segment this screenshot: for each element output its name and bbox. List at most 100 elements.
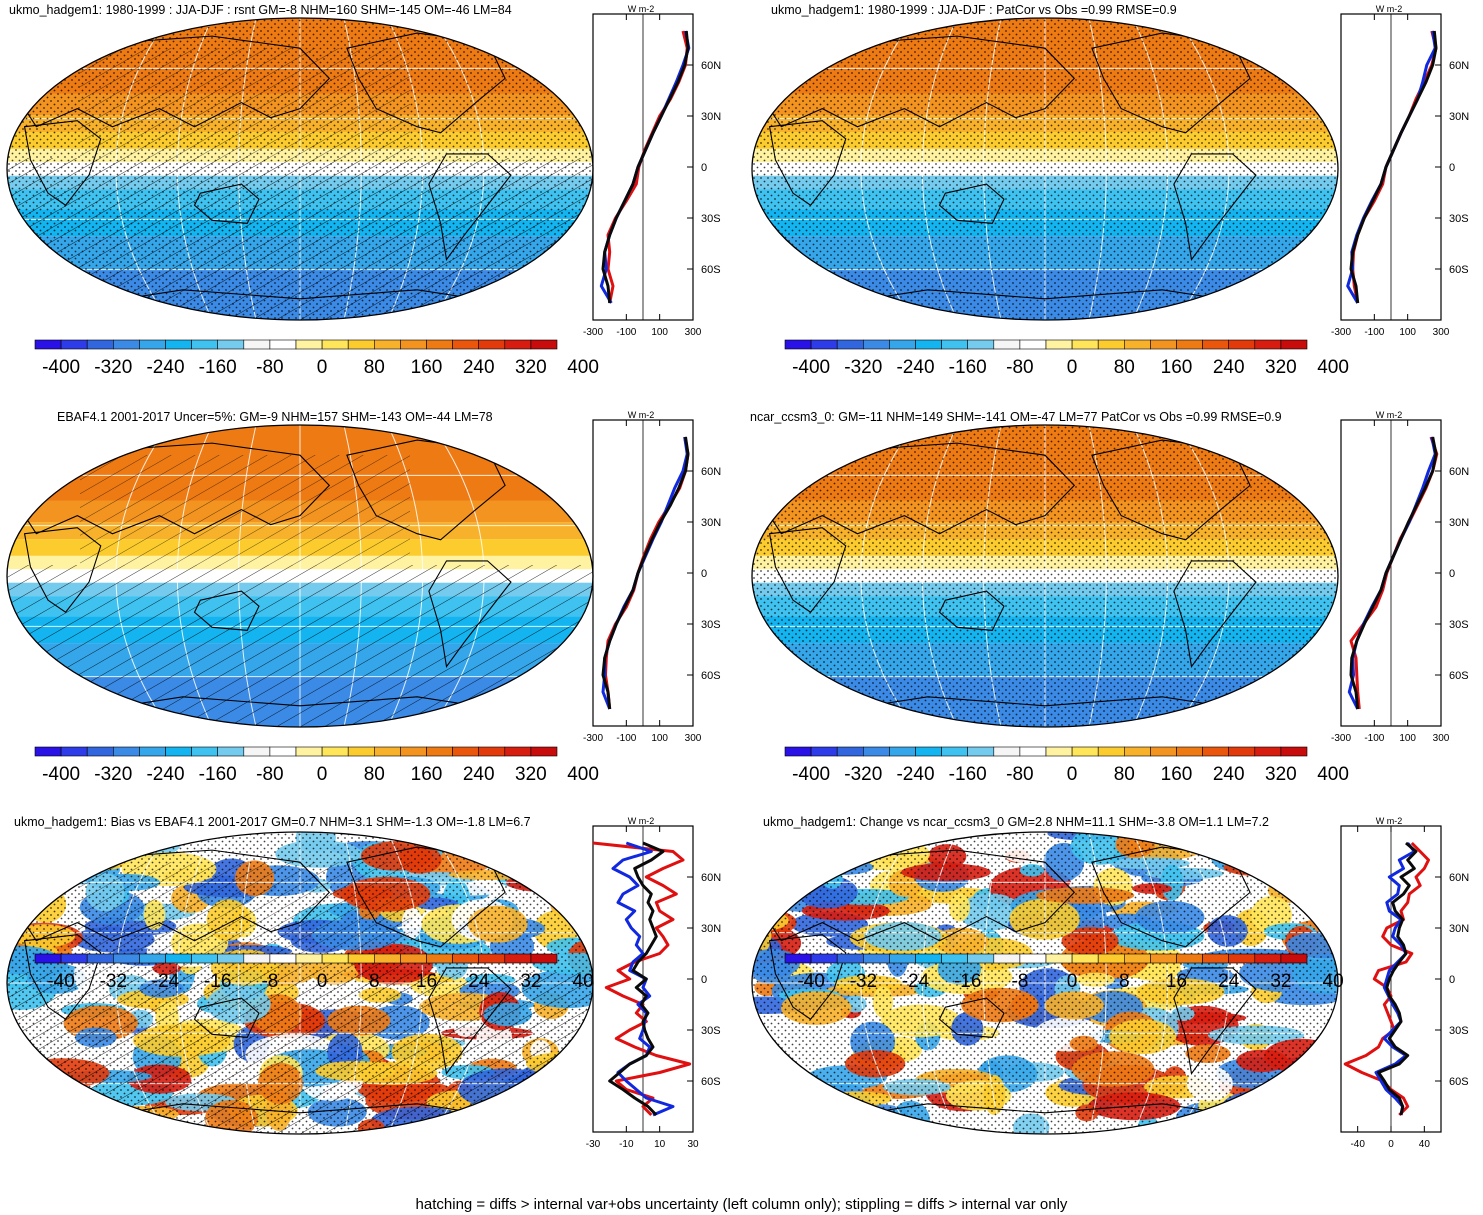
profile-x-label: -10	[619, 1139, 634, 1150]
colorbar-box	[347, 746, 375, 757]
colorbar-label: 0	[317, 764, 328, 785]
continent-outline	[65, 696, 535, 716]
map-anomaly	[7, 846, 78, 869]
colorbar-box	[1123, 339, 1151, 350]
colorbar-box	[86, 339, 114, 350]
profile-x-label: -100	[616, 733, 636, 744]
profile-y-label: 30N	[701, 111, 721, 123]
footnote: hatching = diffs > internal var+obs unce…	[415, 1196, 1068, 1213]
map-border	[751, 17, 1339, 321]
profile-x-label: 100	[1399, 327, 1416, 338]
colorbar-label: 320	[1265, 357, 1297, 378]
map-anomaly	[1228, 1095, 1275, 1117]
continent-outline	[810, 696, 1280, 716]
map-anomaly	[1273, 849, 1300, 887]
colorbar-label: 160	[411, 764, 443, 785]
map-anomaly	[7, 1050, 25, 1088]
colorbar-label: 16	[416, 971, 437, 992]
colorbar-bottom-left: -40 -32 -24 -16 -8 0 8 16 24 32 40	[34, 953, 594, 992]
profile-y-label: 30S	[701, 619, 721, 631]
colorbar-box	[217, 339, 245, 350]
colorbar-label: -8	[1011, 971, 1028, 992]
colorbar-box	[1019, 953, 1047, 964]
colorbar-box	[217, 746, 245, 757]
colorbar-box	[941, 339, 969, 350]
colorbar-box	[139, 953, 166, 964]
profile-y-label: 60S	[1449, 670, 1469, 682]
profile-x-label: -300	[583, 733, 603, 744]
continent-outline	[23, 849, 331, 942]
colorbar-box	[889, 746, 916, 757]
profile-y-label: 0	[701, 162, 707, 174]
map-field	[7, 425, 593, 727]
zonal-profile-top-left: W m-2 -300 -100 100 300 60N 30N 0 30S 60S	[583, 4, 721, 338]
map-anomaly	[16, 849, 66, 861]
colorbar-label: 0	[1067, 764, 1078, 785]
colorbar-label: -32	[850, 971, 877, 992]
colorbar-label: 80	[364, 764, 385, 785]
hatching-overlay	[80, 48, 410, 158]
colorbar-label: 0	[1067, 357, 1078, 378]
colorbar-box	[426, 339, 453, 350]
colorbar-box	[478, 953, 506, 964]
profile-y-label: 60N	[701, 466, 721, 478]
colorbar-box	[1150, 746, 1177, 757]
colorbar-box	[452, 339, 480, 350]
continent-outline	[428, 560, 512, 668]
colorbar-box	[889, 339, 916, 350]
profile-line-blue	[601, 436, 689, 710]
colorbar-box	[1123, 953, 1151, 964]
profile-x-label: -300	[1331, 733, 1351, 744]
colorbar-label: -320	[94, 764, 132, 785]
hatching-overlay	[80, 862, 410, 972]
colorbar-label: -160	[199, 764, 237, 785]
panel-title-bottom-right: ukmo_hadgem1: Change vs ncar_ccsm3_0 GM=…	[763, 815, 1269, 829]
colorbar-box	[1045, 746, 1073, 757]
profile-x-label: 100	[651, 733, 668, 744]
map-anomaly	[7, 862, 62, 903]
colorbar-label: -320	[844, 357, 882, 378]
colorbar-box	[1254, 953, 1282, 964]
profile-y-label: 60N	[1449, 872, 1469, 884]
colorbar-label: 320	[1265, 764, 1297, 785]
profile-line-blue	[599, 30, 691, 304]
map-anomaly	[480, 1105, 529, 1134]
colorbar-box	[191, 339, 219, 350]
profile-x-label: -100	[1364, 327, 1384, 338]
colorbar-box	[1071, 746, 1099, 757]
colorbar-box	[321, 953, 349, 964]
continent-outline	[193, 997, 260, 1038]
colorbar-box	[1228, 953, 1256, 964]
colorbar-box	[165, 953, 192, 964]
colorbar-label: -400	[792, 764, 830, 785]
profile-y-label: 30S	[1449, 619, 1469, 631]
continent-outline	[193, 590, 260, 631]
colorbar-box	[1280, 746, 1308, 757]
continent-outline	[428, 153, 512, 261]
zonal-profile-bottom-left: W m-2 -30 -10 10 30 60N 30N 0 30S 60S	[586, 816, 721, 1150]
colorbar-box	[1254, 339, 1282, 350]
profile-y-label: 30N	[1449, 923, 1469, 935]
colorbar-box	[86, 746, 114, 757]
colorbar-label: -40	[797, 971, 824, 992]
colorbar-box	[1097, 339, 1125, 350]
map-anomaly	[752, 832, 792, 853]
map-anomaly	[832, 1115, 887, 1134]
colorbar-box	[993, 953, 1021, 964]
map-anomaly	[764, 857, 863, 870]
hatching-overlay	[7, 158, 593, 320]
colorbar-label: -400	[42, 357, 80, 378]
colorbar-box	[1071, 339, 1099, 350]
colorbar-box	[1097, 746, 1125, 757]
colorbar-label: 32	[520, 971, 541, 992]
colorbar-box	[1176, 746, 1203, 757]
profile-x-label: -30	[586, 1139, 601, 1150]
profile-y-label: 0	[1449, 568, 1455, 580]
colorbar-label: -240	[146, 764, 184, 785]
map-anomaly	[752, 1066, 786, 1089]
map-anomaly	[752, 1106, 783, 1134]
map-anomaly	[821, 1125, 905, 1134]
colorbar-label: 40	[1323, 971, 1344, 992]
profile-line-black	[1377, 841, 1418, 1116]
map-anomaly	[65, 1118, 91, 1134]
